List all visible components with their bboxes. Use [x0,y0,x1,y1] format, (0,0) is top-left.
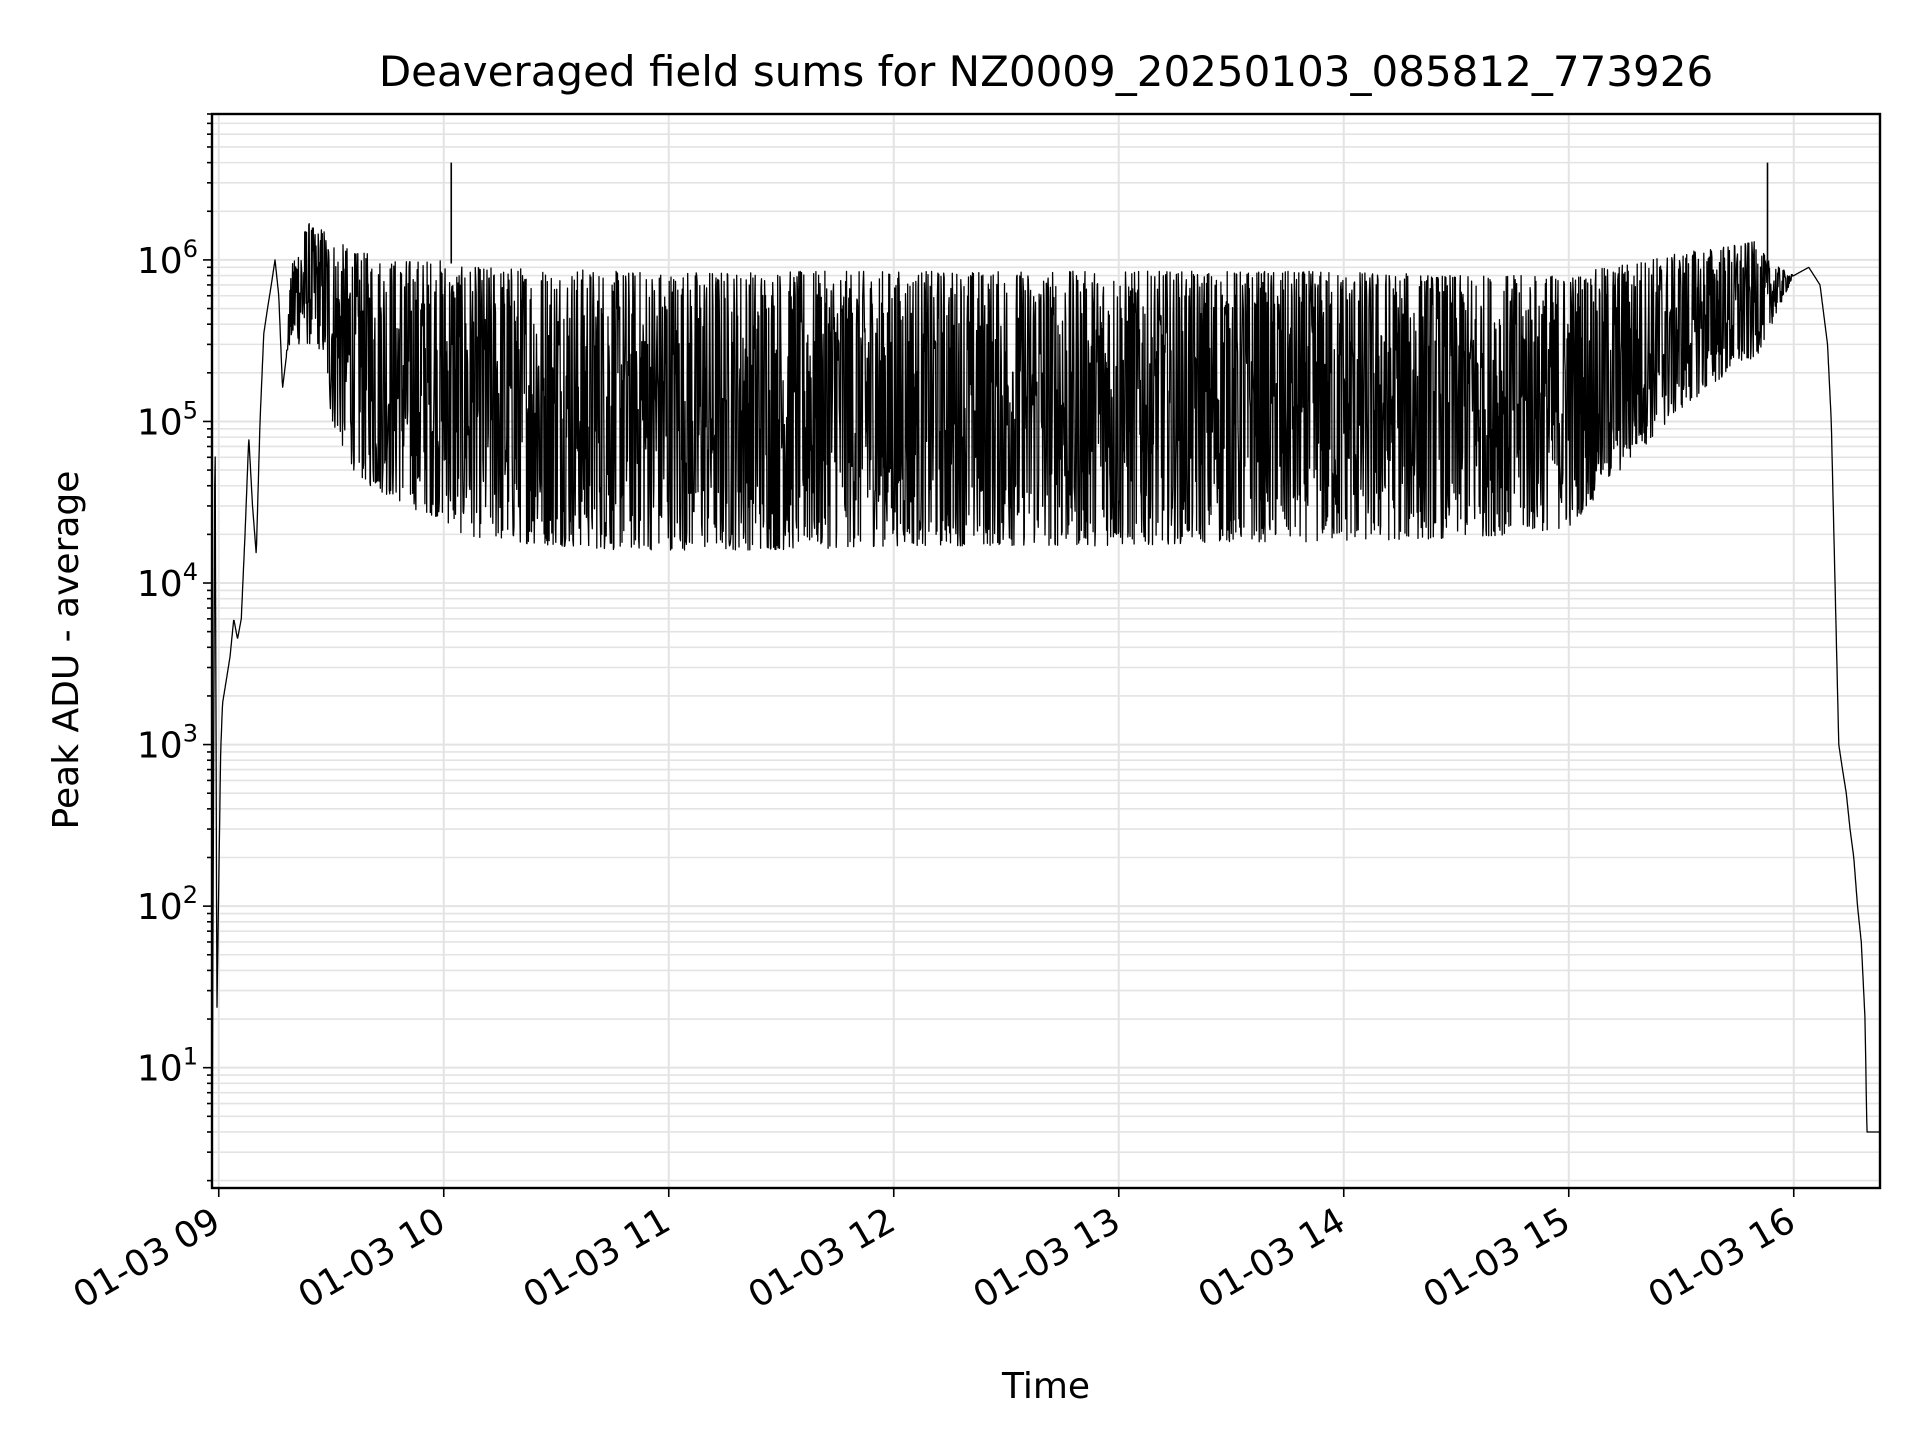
y-tick-base: 10 [137,241,183,282]
y-tick-base: 10 [137,1049,183,1090]
y-tick-base: 10 [137,564,183,605]
y-tick-exponent: 5 [183,396,198,424]
x-axis-label: Time [1001,1366,1090,1407]
y-tick-exponent: 1 [183,1043,198,1071]
y-tick-label: 102 [137,881,198,928]
chart-title: Deaveraged field sums for NZ0009_2025010… [379,47,1713,96]
y-tick-label: 103 [137,720,198,767]
y-tick-exponent: 3 [183,720,198,748]
y-tick-label: 101 [137,1043,198,1090]
data-series [211,162,1880,1181]
y-tick-exponent: 2 [183,881,198,909]
y-axis-label: Peak ADU - average [46,471,87,830]
y-tick-exponent: 6 [183,235,198,263]
y-tick-label: 105 [137,396,198,443]
y-tick-exponent: 4 [183,558,198,586]
series-line [211,223,1880,1181]
y-tick-base: 10 [137,402,183,443]
y-tick-base: 10 [137,887,183,928]
plot-frame [210,112,1882,1190]
y-tick-label: 104 [137,558,198,605]
y-tick-label: 106 [137,235,198,282]
y-tick-base: 10 [137,726,183,767]
